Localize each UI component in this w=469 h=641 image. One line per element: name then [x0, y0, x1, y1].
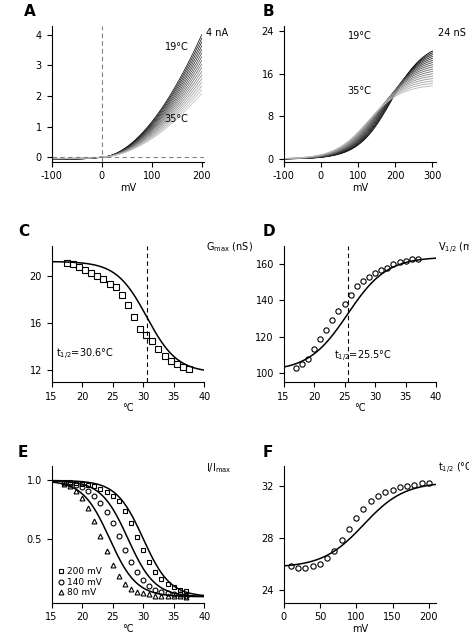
Text: C: C [18, 224, 29, 239]
Text: t$_{1/2}$=30.6°C: t$_{1/2}$=30.6°C [56, 347, 114, 362]
Text: 19°C: 19°C [348, 31, 371, 41]
Text: V$_{1/2}$ (mV): V$_{1/2}$ (mV) [438, 240, 469, 256]
Text: 4 nA: 4 nA [206, 28, 228, 38]
Text: I/I$_{\mathrm{max}}$: I/I$_{\mathrm{max}}$ [206, 461, 232, 475]
X-axis label: mV: mV [352, 183, 368, 193]
X-axis label: °C: °C [122, 403, 134, 413]
Text: t$_{1/2}$=25.5°C: t$_{1/2}$=25.5°C [334, 349, 392, 365]
Text: 19°C: 19°C [165, 42, 188, 52]
Text: t$_{1/2}$ (°C): t$_{1/2}$ (°C) [438, 461, 469, 476]
Text: A: A [24, 4, 36, 19]
Legend: 200 mV, 140 mV, 80 mV: 200 mV, 140 mV, 80 mV [56, 567, 103, 598]
X-axis label: °C: °C [122, 624, 134, 634]
X-axis label: °C: °C [354, 403, 366, 413]
Text: G$_{\mathrm{max}}$ (nS): G$_{\mathrm{max}}$ (nS) [206, 240, 253, 254]
Text: D: D [262, 224, 275, 239]
Text: 24 nS: 24 nS [438, 28, 466, 38]
Text: B: B [262, 4, 274, 19]
Text: 35°C: 35°C [165, 114, 189, 124]
X-axis label: mV: mV [352, 624, 368, 634]
Text: E: E [18, 445, 29, 460]
Text: 35°C: 35°C [348, 85, 371, 96]
X-axis label: mV: mV [120, 183, 136, 193]
Text: F: F [262, 445, 272, 460]
